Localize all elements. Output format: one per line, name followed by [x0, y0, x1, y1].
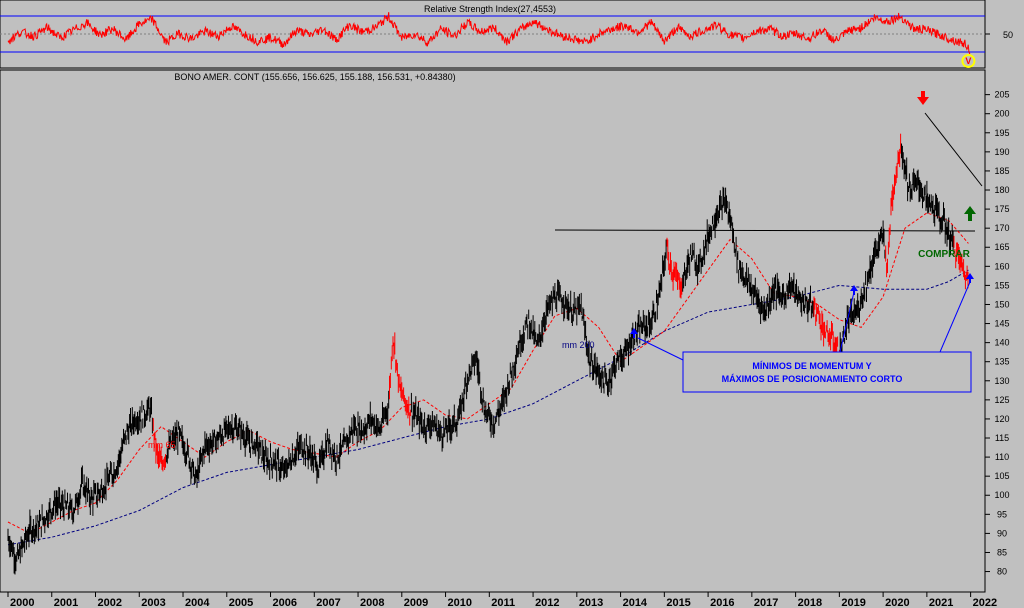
y-tick-label: 190 [994, 147, 1009, 157]
x-tick-label: 2011 [491, 597, 515, 608]
x-tick-label: 2001 [54, 597, 78, 608]
mm65-label: mm 65 [148, 440, 176, 450]
x-tick-label: 2012 [535, 597, 559, 608]
y-tick-label: 150 [994, 299, 1009, 309]
y-tick-label: 145 [994, 319, 1009, 329]
y-tick-label: 120 [994, 414, 1009, 424]
blue-arrow-icon-2013 [630, 328, 638, 338]
red-down-arrow-icon [917, 91, 929, 105]
support-line [554, 229, 976, 232]
downtrend-line [924, 112, 983, 187]
mm200-line [7, 269, 969, 546]
price-title: BONO AMER. CONT (155.656, 156.625, 155.1… [174, 72, 455, 82]
mm200-label: mm 200 [562, 340, 595, 350]
green-up-arrow-icon [964, 206, 976, 221]
price-bars [7, 133, 969, 575]
x-tick-label: 2007 [316, 597, 340, 608]
y-tick-label: 205 [994, 90, 1009, 100]
annotation-pointer-2018 [839, 291, 855, 353]
y-tick-label: 90 [997, 528, 1007, 538]
rsi-line [7, 12, 971, 55]
mm65-line [7, 212, 969, 534]
x-tick-label: 2005 [229, 597, 253, 608]
y-tick-label: 115 [995, 433, 1009, 443]
blue-arrow-icon-2018 [850, 285, 858, 295]
x-tick-label: 2008 [360, 597, 384, 608]
x-tick-label: 2022 [973, 597, 997, 608]
x-axis: 2000 2001 2002 2003 2004 2005 2006 2007 2008 2009… [0, 591, 997, 608]
annotation-box [682, 351, 972, 393]
y-tick-label: 200 [994, 109, 1009, 119]
y-tick-label: 80 [997, 567, 1007, 577]
rsi-title: Relative Strength Index(27,4553) [424, 4, 556, 14]
x-tick-label: 2016 [710, 597, 734, 608]
y-tick-label: 140 [994, 338, 1009, 348]
x-tick-label: 2003 [141, 597, 165, 608]
y-tick-label: 180 [994, 185, 1009, 195]
x-tick-label: 2009 [404, 597, 428, 608]
y-tick-label: 165 [994, 242, 1009, 252]
y-tick-label: 100 [994, 490, 1009, 500]
price-panel: BONO AMER. CONT (155.656, 156.625, 155.1… [0, 69, 1010, 608]
y-tick-label: 155 [994, 280, 1009, 290]
x-tick-label: 2014 [623, 597, 648, 608]
x-tick-label: 2010 [448, 597, 472, 608]
y-tick-label: 130 [994, 376, 1009, 386]
buy-label: COMPRAR [918, 249, 970, 260]
x-tick-label: 2002 [98, 597, 122, 608]
rsi-yellow-marker: V [961, 54, 976, 68]
blue-arrow-icon-2021 [966, 273, 974, 283]
y-tick-label: 195 [994, 128, 1009, 138]
y-tick-label: 185 [994, 166, 1009, 176]
x-tick-label: 2021 [929, 597, 953, 608]
y-axis: 80 85 90 95 100 105 110 115 120 125 130 135 140 145 15… [984, 70, 1010, 592]
annotation-line2: MÁXIMOS DE POSICIONAMIENTO CORTO [722, 374, 903, 384]
y-tick-label: 110 [995, 452, 1009, 462]
y-tick-label: 175 [994, 204, 1009, 214]
annotation-pointer-2013 [637, 337, 684, 361]
x-tick-label: 2020 [885, 597, 909, 608]
rsi-marker-v: V [965, 56, 971, 66]
y-tick-label: 160 [994, 261, 1009, 271]
y-tick-label: 135 [994, 357, 1009, 367]
x-tick-label: 2000 [10, 597, 34, 608]
y-tick-label: 170 [994, 223, 1009, 233]
annotation-pointer-2021 [939, 281, 971, 353]
x-tick-label: 2013 [579, 597, 603, 608]
x-tick-label: 2004 [185, 597, 210, 608]
x-tick-label: 2017 [754, 597, 778, 608]
y-tick-label: 105 [994, 471, 1009, 481]
annotation-line1: MÍNIMOS DE MOMENTUM Y [752, 361, 871, 371]
x-tick-label: 2019 [841, 597, 865, 608]
x-tick-label: 2018 [798, 597, 822, 608]
y-tick-label: 125 [994, 395, 1009, 405]
y-tick-label: 85 [997, 547, 1007, 557]
x-tick-label: 2006 [273, 597, 297, 608]
y-tick-label: 95 [997, 509, 1007, 519]
rsi-panel: Relative Strength Index(27,4553) 50 V [0, 0, 1013, 69]
rsi-ylabel-50: 50 [1003, 30, 1013, 40]
x-tick-label: 2015 [666, 597, 690, 608]
